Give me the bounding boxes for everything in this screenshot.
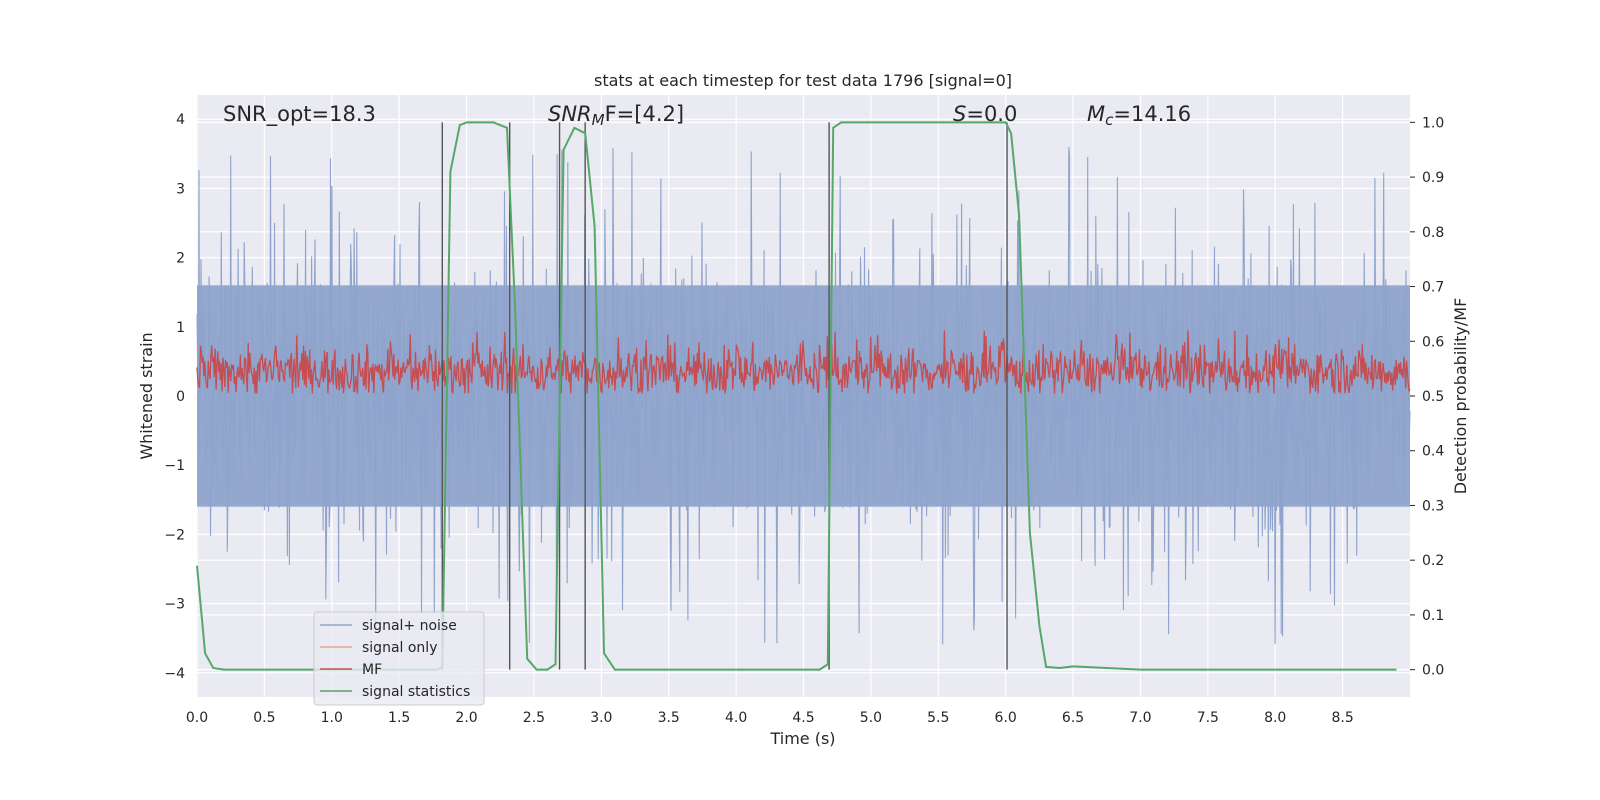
annotation-snr-mf-rest: F=[4.2] [605,102,684,126]
y-right-tick-label: 0.3 [1422,498,1444,514]
x-tick-label: 6.5 [1062,710,1084,726]
legend-label-signal-noise: signal+ noise [362,618,457,634]
annotation-snr-mf: SNRMF=[4.2] [548,102,684,129]
x-tick-label: 1.5 [388,710,410,726]
y-left-tick-label: 3 [176,181,185,197]
y-left-tick-label: 4 [176,112,185,128]
mf-series [196,330,1411,394]
x-tick-label: 7.5 [1197,710,1219,726]
y-right-tick-label: 1.0 [1422,115,1444,131]
y-left-tick-label: 2 [176,251,185,267]
y-left-tick-label: 0 [176,389,185,405]
y-right-tick-label: 0.1 [1422,608,1444,624]
annotation-s-var: S [953,102,966,126]
y-left-tick-label: −3 [164,597,185,613]
x-tick-label: 4.5 [792,710,814,726]
annotation-s-val: =0.0 [966,102,1017,126]
y-left-axis-label: Whitened strain [137,332,156,459]
annotation-snr-opt: SNR_opt=18.3 [223,102,376,127]
y-right-axis-ticks: 1.0 0.9 0.8 0.7 0.6 0.5 0.4 0.3 0.2 0.1 0.0 [1410,115,1444,679]
x-tick-label: 5.0 [860,710,882,726]
y-right-tick-label: 0.7 [1422,280,1444,296]
x-tick-label: 8.5 [1331,710,1353,726]
annotation-mc-var: M [1087,102,1105,126]
x-tick-label: 6.0 [995,710,1017,726]
mf-trace [196,330,1411,394]
x-tick-label: 2.0 [455,710,477,726]
chart-title: stats at each timestep for test data 179… [594,71,1012,90]
detection-vertical-lines [441,122,1008,670]
x-tick-label: 0.5 [253,710,275,726]
legend-label-signal-statistics: signal statistics [362,684,470,700]
y-right-tick-label: 0.6 [1422,334,1444,350]
y-left-tick-label: −2 [164,527,185,543]
y-right-tick-label: 0.0 [1422,663,1444,679]
x-tick-label: 1.0 [321,710,343,726]
y-left-tick-label: 1 [176,320,185,336]
x-tick-label: 5.5 [927,710,949,726]
x-tick-label: 8.0 [1264,710,1286,726]
annotation-s: S=0.0 [953,102,1017,126]
x-tick-label: 2.5 [523,710,545,726]
x-axis-ticks: 0.0 0.5 1.0 1.5 2.0 2.5 3.0 3.5 4.0 4.5 5.0 5.5 6.0 6… [186,710,1354,726]
legend-label-mf: MF [362,662,382,678]
x-axis-label: Time (s) [769,729,835,748]
y-right-tick-label: 0.9 [1422,170,1444,186]
annotation-snr-mf-sub: M [592,111,605,129]
legend: signal+ noise signal only MF signal stat… [313,611,485,706]
x-tick-label: 4.0 [725,710,747,726]
legend-label-signal-only: signal only [362,640,437,656]
annotation-snr-mf-main: SNR [548,102,592,126]
noise-trace [196,147,1411,645]
signal-noise-series [196,147,1411,645]
annotation-mc: Mc=14.16 [1087,102,1191,129]
y-left-tick-label: −4 [164,666,185,682]
x-tick-label: 3.0 [590,710,612,726]
y-right-tick-label: 0.4 [1422,444,1444,460]
legend-box [313,611,485,706]
y-right-tick-label: 0.5 [1422,389,1444,405]
y-right-axis-label: Detection probability/MF [1451,298,1470,495]
y-right-tick-label: 0.2 [1422,553,1444,569]
y-left-tick-label: −1 [164,458,185,474]
x-tick-label: 7.0 [1129,710,1151,726]
y-left-axis-ticks: 4 3 2 1 0 −1 −2 −3 −4 [164,112,185,682]
x-tick-label: 3.5 [658,710,680,726]
annotation-mc-sub: c [1105,111,1114,129]
x-tick-label: 0.0 [186,710,208,726]
y-right-tick-label: 0.8 [1422,225,1444,241]
annotation-mc-val: =14.16 [1113,102,1191,126]
